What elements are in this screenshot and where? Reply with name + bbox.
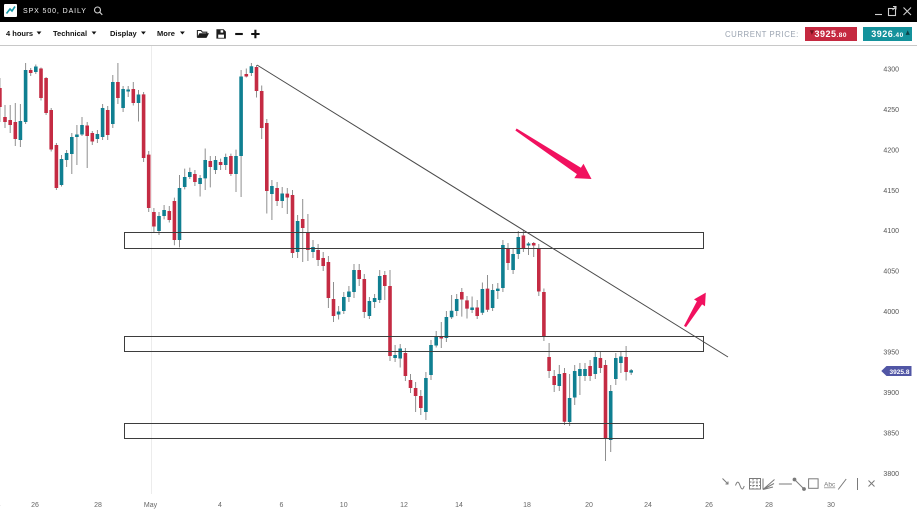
svg-text:26: 26 — [31, 502, 39, 509]
svg-text:4050: 4050 — [883, 269, 899, 276]
svg-text:26: 26 — [705, 502, 713, 509]
svg-text:10: 10 — [340, 502, 348, 509]
svg-text:24: 24 — [644, 502, 652, 509]
svg-text:3850: 3850 — [883, 430, 899, 437]
svg-text:3925.8: 3925.8 — [890, 369, 910, 376]
svg-text:3950: 3950 — [883, 350, 899, 357]
svg-text:28: 28 — [94, 502, 102, 509]
svg-text:18: 18 — [523, 502, 531, 509]
svg-text:4100: 4100 — [883, 228, 899, 235]
svg-text:4250: 4250 — [883, 107, 899, 114]
svg-text:12: 12 — [400, 502, 408, 509]
svg-text:3800: 3800 — [883, 471, 899, 478]
svg-text:4000: 4000 — [883, 309, 899, 316]
svg-text:14: 14 — [455, 502, 463, 509]
svg-text:20: 20 — [585, 502, 593, 509]
svg-text:4: 4 — [218, 502, 222, 509]
svg-text:28: 28 — [765, 502, 773, 509]
svg-text:4150: 4150 — [883, 188, 899, 195]
svg-text:Abc: Abc — [824, 482, 836, 489]
svg-text:30: 30 — [827, 502, 835, 509]
svg-text:3900: 3900 — [883, 390, 899, 397]
svg-text:May: May — [144, 502, 158, 509]
svg-text:6: 6 — [280, 502, 284, 509]
svg-text:4200: 4200 — [883, 147, 899, 154]
svg-text:4300: 4300 — [883, 66, 899, 73]
